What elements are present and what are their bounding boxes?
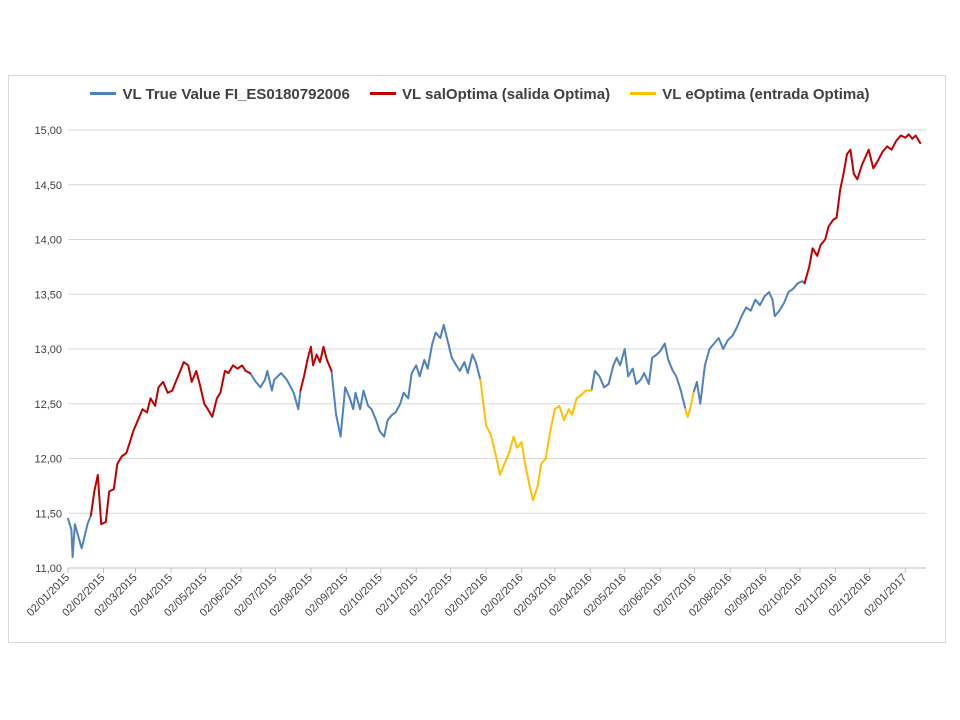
- legend-swatch-e-optima: [630, 91, 657, 95]
- series-1-line: [89, 361, 252, 526]
- y-tick-label: 14,50: [34, 180, 62, 192]
- legend-label-sal-optima: VL salOptima (salida Optima): [401, 86, 611, 103]
- legend: VL True Value FI_ES0180792006 VL salOpti…: [0, 86, 960, 103]
- series-0-line: [249, 369, 302, 411]
- series-1-line: [299, 345, 333, 392]
- legend-label-e-optima: VL eOptima (entrada Optima): [662, 86, 870, 103]
- legend-swatch-true-value: [90, 91, 117, 95]
- series-1-line: [803, 133, 922, 285]
- legend-item-true-value: VL True Value FI_ES0180792006: [90, 86, 350, 103]
- legend-item-e-optima: VL eOptima (entrada Optima): [630, 86, 870, 103]
- y-tick-label: 12,50: [34, 399, 62, 411]
- y-tick-label: 15,00: [34, 125, 62, 137]
- legend-swatch-sal-optima: [369, 91, 396, 95]
- y-tick-label: 11,00: [35, 563, 62, 575]
- series-2-line: [684, 391, 695, 418]
- series-0-line: [330, 323, 482, 438]
- series-0-line: [692, 280, 806, 405]
- series-0-line: [590, 342, 687, 411]
- legend-label-true-value: VL True Value FI_ES0180792006: [122, 86, 350, 103]
- y-tick-label: 14,00: [34, 235, 62, 247]
- y-tick-label: 13,50: [34, 289, 62, 301]
- legend-item-sal-optima: VL salOptima (salida Optima): [369, 86, 611, 103]
- y-tick-label: 12,00: [34, 454, 62, 466]
- series-2-line: [479, 378, 593, 502]
- chart-frame: [8, 75, 946, 643]
- y-tick-label: 13,00: [34, 344, 62, 356]
- series-0-line: [67, 514, 92, 559]
- y-tick-label: 11,50: [35, 508, 62, 520]
